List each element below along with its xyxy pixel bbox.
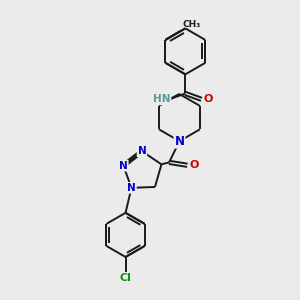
Text: O: O bbox=[203, 94, 213, 104]
Text: N: N bbox=[174, 135, 184, 148]
Text: O: O bbox=[189, 160, 199, 170]
Text: Cl: Cl bbox=[120, 273, 131, 283]
Text: HN: HN bbox=[153, 94, 170, 104]
Text: CH₃: CH₃ bbox=[182, 20, 200, 29]
Text: N: N bbox=[138, 146, 146, 156]
Text: N: N bbox=[119, 161, 128, 171]
Text: N: N bbox=[127, 183, 136, 193]
